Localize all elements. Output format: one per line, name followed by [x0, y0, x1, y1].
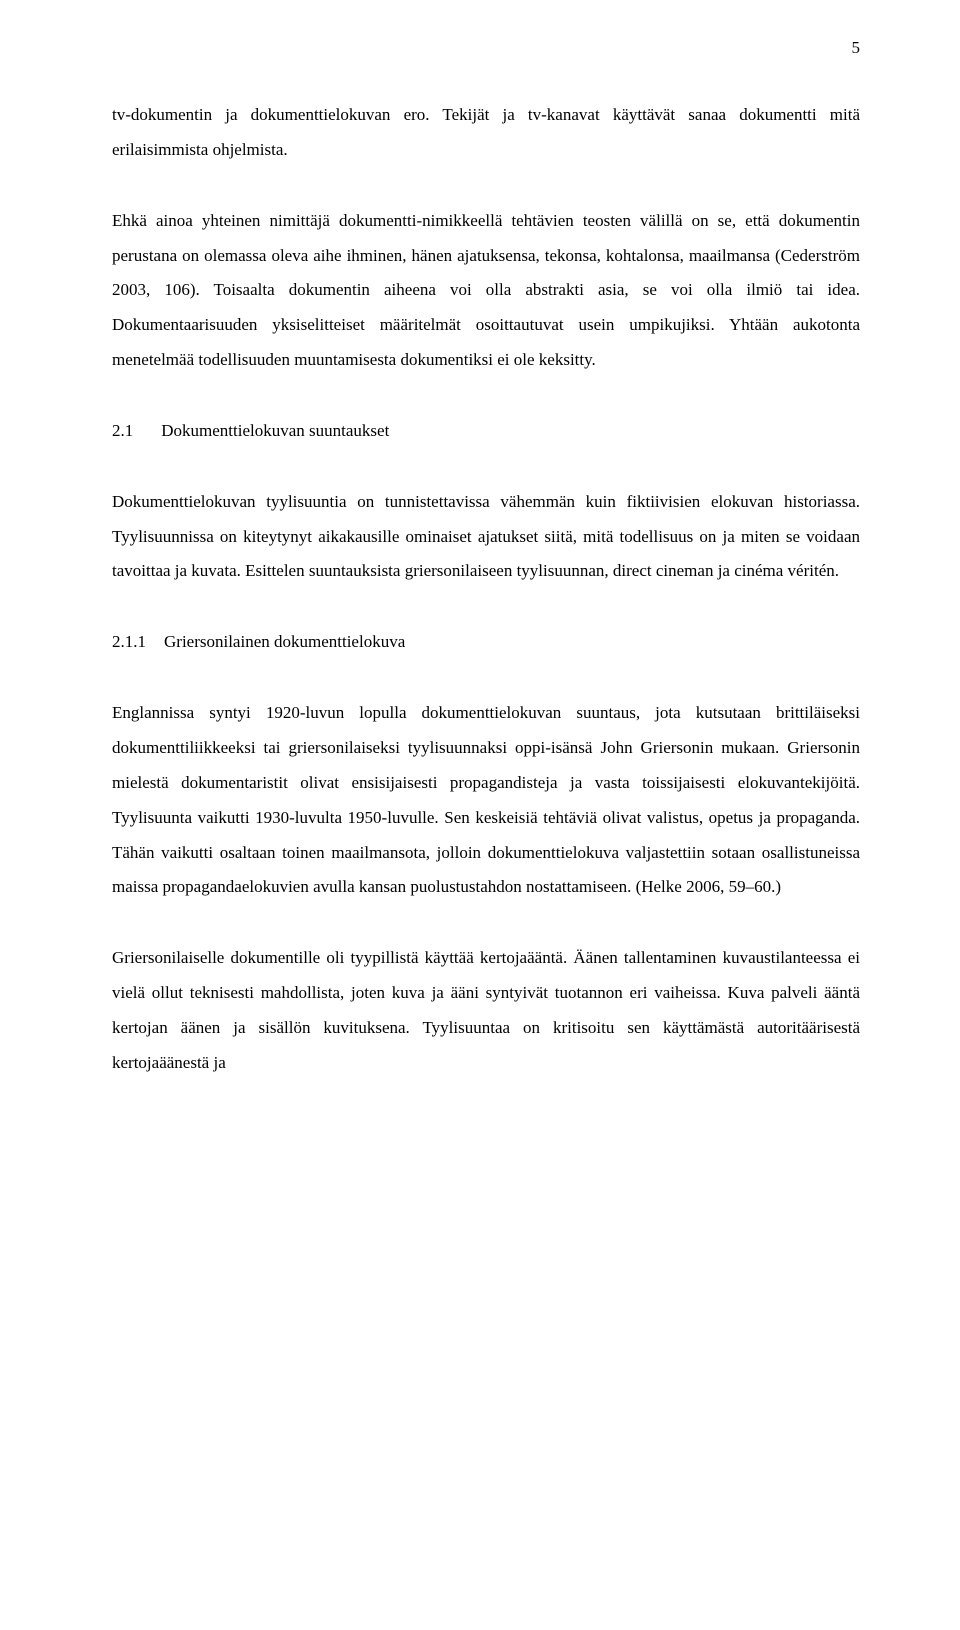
paragraph-group-3: Dokumenttielokuvan tyylisuuntia on tunni… [112, 485, 860, 590]
paragraph-group-2: Ehkä ainoa yhteinen nimittäjä dokumentti… [112, 204, 860, 378]
page-number: 5 [852, 38, 861, 58]
body-paragraph: Ehkä ainoa yhteinen nimittäjä dokumentti… [112, 204, 860, 378]
subsection-title: Griersonilainen dokumenttielokuva [164, 632, 405, 651]
section-title: Dokumenttielokuvan suuntaukset [161, 421, 389, 440]
section-heading-2-1: 2.1 Dokumenttielokuvan suuntaukset [112, 414, 860, 449]
page-content: tv-dokumentin ja dokumenttielokuvan ero.… [112, 98, 860, 1081]
body-paragraph: Griersonilaiselle dokumentille oli tyypi… [112, 941, 860, 1080]
section-number: 2.1 [112, 414, 133, 449]
paragraph-group-1: tv-dokumentin ja dokumenttielokuvan ero.… [112, 98, 860, 168]
paragraph-group-5: Griersonilaiselle dokumentille oli tyypi… [112, 941, 860, 1080]
paragraph-group-4: Englannissa syntyi 1920-luvun lopulla do… [112, 696, 860, 905]
body-paragraph: Dokumenttielokuvan tyylisuuntia on tunni… [112, 485, 860, 590]
subsection-heading-2-1-1: 2.1.1 Griersonilainen dokumenttielokuva [112, 625, 860, 660]
body-paragraph: tv-dokumentin ja dokumenttielokuvan ero.… [112, 98, 860, 168]
body-paragraph: Englannissa syntyi 1920-luvun lopulla do… [112, 696, 860, 905]
subsection-number: 2.1.1 [112, 625, 146, 660]
